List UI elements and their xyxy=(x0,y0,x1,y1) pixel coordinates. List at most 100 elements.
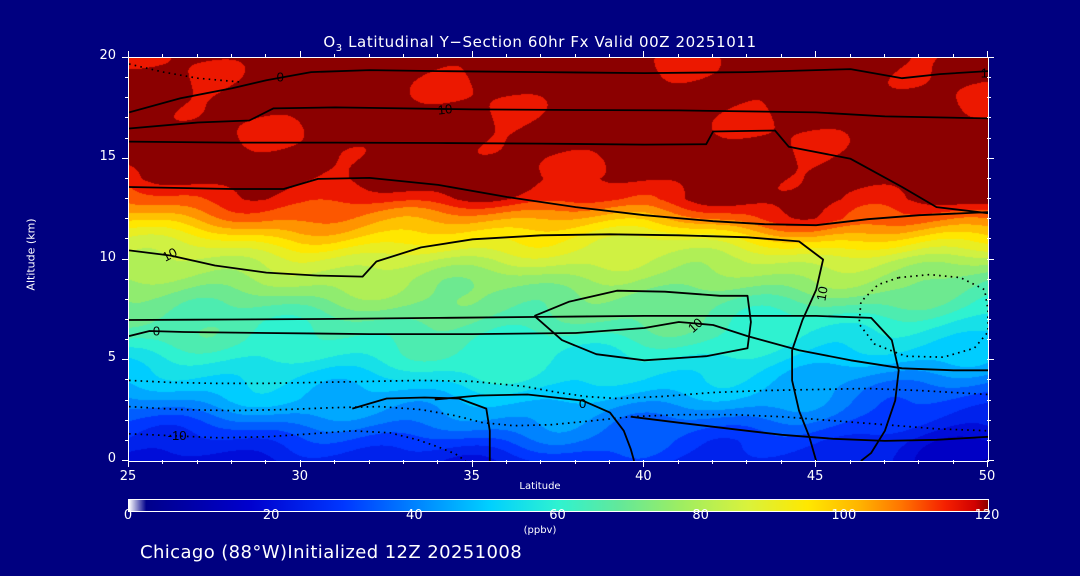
title-remainder: Latitudinal Y−Section 60hr Fx Valid 00Z … xyxy=(342,33,757,51)
x-tick-top xyxy=(265,54,267,58)
y-tick-right xyxy=(987,399,991,401)
contour-label: 0 xyxy=(579,396,586,411)
x-tick xyxy=(368,460,370,464)
x-tick xyxy=(334,460,336,464)
y-tick-label: 20 xyxy=(99,48,116,63)
y-tick-label: 0 xyxy=(107,451,116,466)
x-tick xyxy=(918,460,920,464)
colorbar-tick-label: 80 xyxy=(692,508,709,523)
y-tick xyxy=(125,339,129,341)
y-tick xyxy=(125,177,129,179)
y-tick-right xyxy=(987,117,991,119)
y-tick xyxy=(125,238,129,240)
y-tick-right xyxy=(987,157,994,159)
contour-line-positive xyxy=(129,106,988,130)
y-tick-right xyxy=(987,97,991,99)
x-tick-top xyxy=(540,54,542,58)
y-tick-right xyxy=(987,57,994,58)
x-tick xyxy=(540,460,542,464)
y-tick-right xyxy=(987,137,991,139)
x-tick xyxy=(677,460,679,464)
y-tick xyxy=(125,318,129,320)
contour-line-positive xyxy=(352,396,491,461)
colorbar-tick-label: 40 xyxy=(406,508,423,523)
contour-label: 10 xyxy=(160,245,180,265)
y-tick-right xyxy=(987,318,991,320)
colorbar-tick-label: 60 xyxy=(549,508,566,523)
x-tick-top xyxy=(677,54,679,58)
x-tick-label: 40 xyxy=(635,469,652,484)
x-tick-top xyxy=(952,54,954,58)
y-tick xyxy=(125,198,129,200)
ozone-heatmap-canvas xyxy=(129,58,988,461)
contour-line-positive xyxy=(129,233,824,461)
colorbar-tick-label: 100 xyxy=(831,508,857,523)
x-tick-top xyxy=(780,54,782,58)
y-tick-right xyxy=(987,359,994,361)
x-tick xyxy=(849,460,851,464)
contour-line-positive xyxy=(434,393,635,461)
x-tick-top xyxy=(609,54,611,58)
y-tick-right xyxy=(987,238,991,240)
contour-line-positive xyxy=(533,289,752,362)
contour-label: 10 xyxy=(981,66,988,81)
y-tick-right xyxy=(987,177,991,179)
x-tick-top xyxy=(712,54,714,58)
x-tick xyxy=(883,460,885,464)
wind-contour-overlay: 0 10 10 10 0 10 10 0 -10 xyxy=(129,63,988,461)
x-tick-top xyxy=(368,54,370,58)
x-tick-top xyxy=(299,51,301,58)
colorbar-tick-label: 120 xyxy=(974,508,1000,523)
y-tick-right xyxy=(987,460,994,461)
y-tick xyxy=(122,460,129,461)
y-tick-right xyxy=(987,419,991,421)
y-tick-right xyxy=(987,439,991,441)
x-tick xyxy=(952,460,954,464)
contour-label: 0 xyxy=(153,323,160,338)
y-tick xyxy=(125,278,129,280)
x-tick xyxy=(815,460,817,467)
y-tick-right xyxy=(987,298,991,300)
x-tick-top xyxy=(437,54,439,58)
y-tick-right xyxy=(987,218,991,220)
y-tick xyxy=(125,77,129,79)
y-tick xyxy=(125,419,129,421)
y-tick-right xyxy=(987,379,991,381)
contour-label: 0 xyxy=(277,70,284,85)
x-tick-top xyxy=(815,51,817,58)
contour-line-positive xyxy=(630,415,988,442)
x-tick-top xyxy=(231,54,233,58)
x-tick xyxy=(196,460,198,464)
y-tick xyxy=(125,137,129,139)
contour-line-positive xyxy=(129,68,988,114)
x-tick-top xyxy=(334,54,336,58)
x-tick xyxy=(574,460,576,464)
y-tick xyxy=(125,298,129,300)
contour-line-positive xyxy=(129,177,988,227)
x-tick-label: 25 xyxy=(119,469,137,484)
y-tick-right xyxy=(987,278,991,280)
y-tick xyxy=(125,117,129,119)
contour-line-negative xyxy=(129,405,988,432)
x-tick-top xyxy=(746,54,748,58)
x-tick-top xyxy=(643,51,645,58)
x-tick xyxy=(231,460,233,464)
title-subscript: 3 xyxy=(335,43,343,54)
title-species: O xyxy=(323,33,336,51)
x-tick-top xyxy=(471,51,473,58)
x-tick-label: 30 xyxy=(291,469,309,484)
contour-line-negative xyxy=(858,273,988,359)
contour-line-positive xyxy=(129,314,900,461)
x-tick xyxy=(162,460,164,464)
x-tick-top xyxy=(849,54,851,58)
x-tick xyxy=(609,460,611,464)
colorbar-tick-label: 0 xyxy=(123,508,133,523)
x-tick xyxy=(712,460,714,464)
y-tick xyxy=(122,57,129,58)
y-tick-label: 10 xyxy=(99,249,116,265)
x-tick-top xyxy=(505,54,507,58)
x-tick-top xyxy=(196,54,198,58)
x-tick xyxy=(746,460,748,464)
x-tick xyxy=(780,460,782,464)
